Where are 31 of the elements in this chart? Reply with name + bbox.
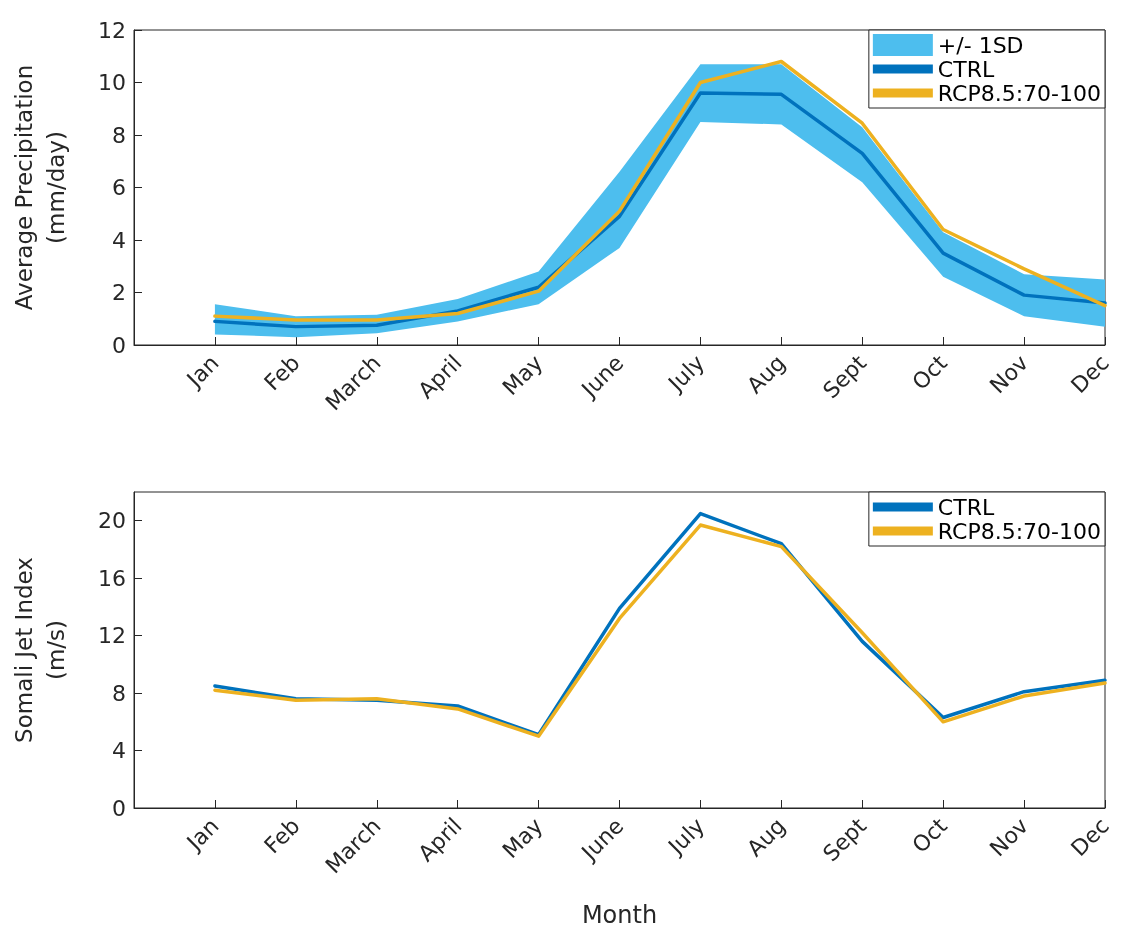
legend-label: RCP8.5:70-100 xyxy=(937,518,1102,544)
y-tick-label: 16 xyxy=(98,565,126,591)
x-tick-label: Dec xyxy=(1066,350,1114,398)
y-tick-label: 8 xyxy=(112,122,126,148)
x-tick-label: Jan xyxy=(180,350,224,394)
legend-label: CTRL xyxy=(937,56,995,82)
y-tick-label: 6 xyxy=(112,175,126,200)
x-tick-label: Oct xyxy=(907,812,953,858)
y-tick-label: 10 xyxy=(98,70,126,95)
y-axis-title: Somali Jet Index (m/s) xyxy=(11,557,69,743)
y-tick-label: 8 xyxy=(112,680,126,706)
y-tick-label: 4 xyxy=(112,227,126,253)
x-tick-label: Nov xyxy=(984,813,1033,862)
x-tick-label: Feb xyxy=(259,350,305,396)
x-axis-title: Month xyxy=(581,901,658,929)
x-tick-label: Nov xyxy=(984,350,1033,399)
y-tick-label: 12 xyxy=(98,623,126,649)
y-tick-label: 2 xyxy=(112,280,126,305)
y-tick-label: 0 xyxy=(112,795,126,821)
x-tick-label: Dec xyxy=(1066,813,1114,861)
y-tick-label: 12 xyxy=(98,17,126,43)
y-axis-title: Average Precipitation (mm/day) xyxy=(11,64,69,311)
y-tick-label: 0 xyxy=(112,332,126,358)
x-tick-label: Oct xyxy=(907,349,953,395)
x-tick-label: Feb xyxy=(259,813,305,859)
x-tick-label: Jan xyxy=(180,813,224,857)
y-tick-label: 20 xyxy=(98,508,126,534)
legend-label: CTRL xyxy=(937,494,995,520)
legend-label: RCP8.5:70-100 xyxy=(937,80,1102,106)
legend-label: +/- 1SD xyxy=(937,32,1024,58)
y-tick-label: 4 xyxy=(112,738,126,764)
